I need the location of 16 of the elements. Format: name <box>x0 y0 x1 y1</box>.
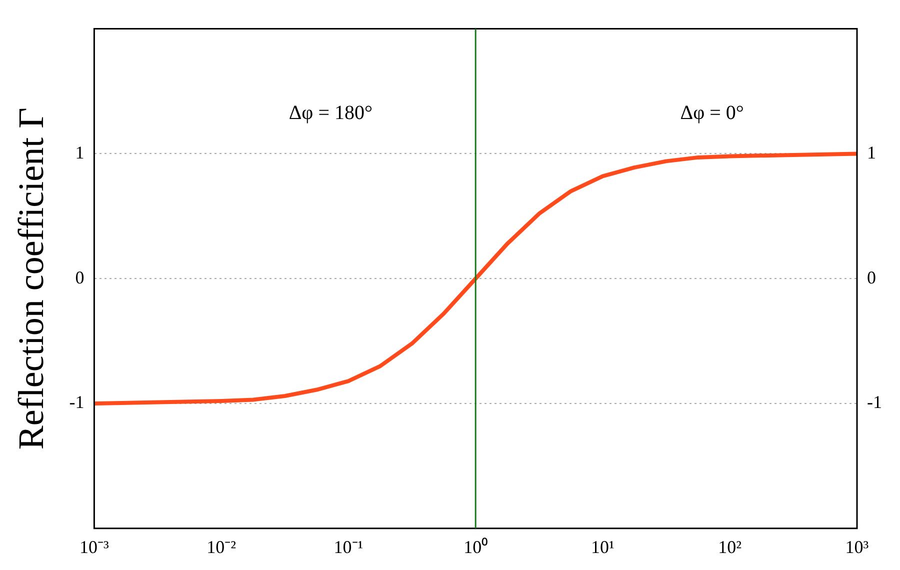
annotation: Δφ = 0° <box>680 102 744 124</box>
y-tick-label: 1 <box>75 142 84 162</box>
y-axis-title: Reflection coefficient Γ <box>11 108 52 450</box>
y2-tick-label: 1 <box>867 142 876 162</box>
x-tick-label: 10² <box>718 536 742 557</box>
x-tick-label: 10⁻³ <box>79 536 110 557</box>
x-tick-label: 10³ <box>845 536 870 557</box>
x-tick-label: 10⁰ <box>464 536 488 557</box>
y-tick-label: 0 <box>75 267 84 288</box>
y2-tick-label: -1 <box>867 392 882 412</box>
y-tick-label: -1 <box>69 392 84 412</box>
x-tick-label: 10⁻² <box>206 536 236 557</box>
y2-tick-label: 0 <box>867 267 876 288</box>
x-tick-label: 10¹ <box>591 536 614 557</box>
annotation: Δφ = 180° <box>288 102 373 124</box>
x-tick-label: 10⁻¹ <box>334 536 364 557</box>
